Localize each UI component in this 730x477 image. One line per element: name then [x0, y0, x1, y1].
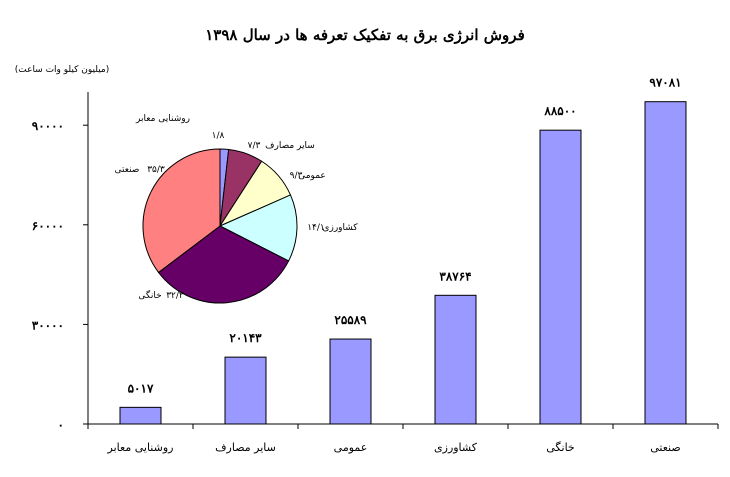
pie-slice-value-label: ۱۴/۱: [307, 223, 325, 233]
pie-slice: [157, 225, 290, 304]
axes: ۰ ۳۰۰۰۰ ۶۰۰۰۰ ۹۰۰۰۰: [32, 92, 719, 432]
x-category-label: عمومی: [334, 441, 368, 454]
pie-slice-name-label: کشاورزی: [322, 223, 358, 233]
pie-slice-name-label: صنعتی: [115, 165, 140, 175]
y-axis-unit-label: (میلیون کیلو وات ساعت): [15, 65, 110, 75]
pie-slice-name-label: روشنایی معابر: [135, 114, 190, 124]
bar-value-label: ۳۸۷۶۴: [439, 269, 471, 283]
pie-slice: [218, 194, 298, 262]
pie-slice-value-label: ۹/۳: [290, 171, 303, 181]
bar: [434, 294, 477, 425]
x-category-label: صنعتی: [650, 441, 680, 454]
bar: [329, 338, 372, 425]
bars: ۵۰۱۷ روشنایی معابر ۲۰۱۴۳ سایر مصارف ۲۵۵۸۹ عمو…: [107, 76, 687, 454]
bar: [119, 406, 162, 425]
bar: [539, 129, 582, 425]
pie-slice-value-label: ۷/۳: [248, 141, 261, 151]
y-tick-label: ۰: [58, 418, 64, 432]
bar-value-label: ۸۸۵۰۰: [543, 104, 576, 118]
bar: [224, 356, 267, 425]
x-category-label: سایر مصارف: [215, 441, 276, 454]
pie-slice-value-label: ۳۵/۳: [147, 165, 165, 175]
bar-value-label: ۲۵۵۸۹: [334, 313, 367, 327]
pie-slice-value-label: ۳۲/۲: [166, 291, 184, 301]
x-category-label: خانگی: [546, 441, 574, 454]
chart-title: فروش انرژی برق به تفکیک تعرفه ها در سال …: [205, 26, 524, 44]
pie-slice-name-label: خانگی: [138, 289, 161, 301]
x-category-label: روشنایی معابر: [107, 441, 174, 454]
bar: [644, 101, 687, 425]
bar-value-label: ۵۰۱۷: [128, 381, 154, 395]
bar-value-label: ۹۷۰۸۱: [649, 76, 681, 90]
pie-slice-name-label: سایر مصارف: [265, 141, 315, 151]
bar-value-label: ۲۰۱۴۳: [229, 331, 262, 345]
y-tick-label: ۳۰۰۰۰: [32, 318, 64, 332]
x-category-label: کشاورزی: [434, 441, 478, 454]
y-tick-label: ۶۰۰۰۰: [32, 219, 64, 233]
y-tick-label: ۹۰۰۰۰: [32, 119, 64, 133]
pie-slice-name-label: عمومی: [298, 171, 326, 181]
pie-slice-value-label: ۱/۸: [212, 131, 225, 141]
pie-slice: [142, 148, 221, 274]
